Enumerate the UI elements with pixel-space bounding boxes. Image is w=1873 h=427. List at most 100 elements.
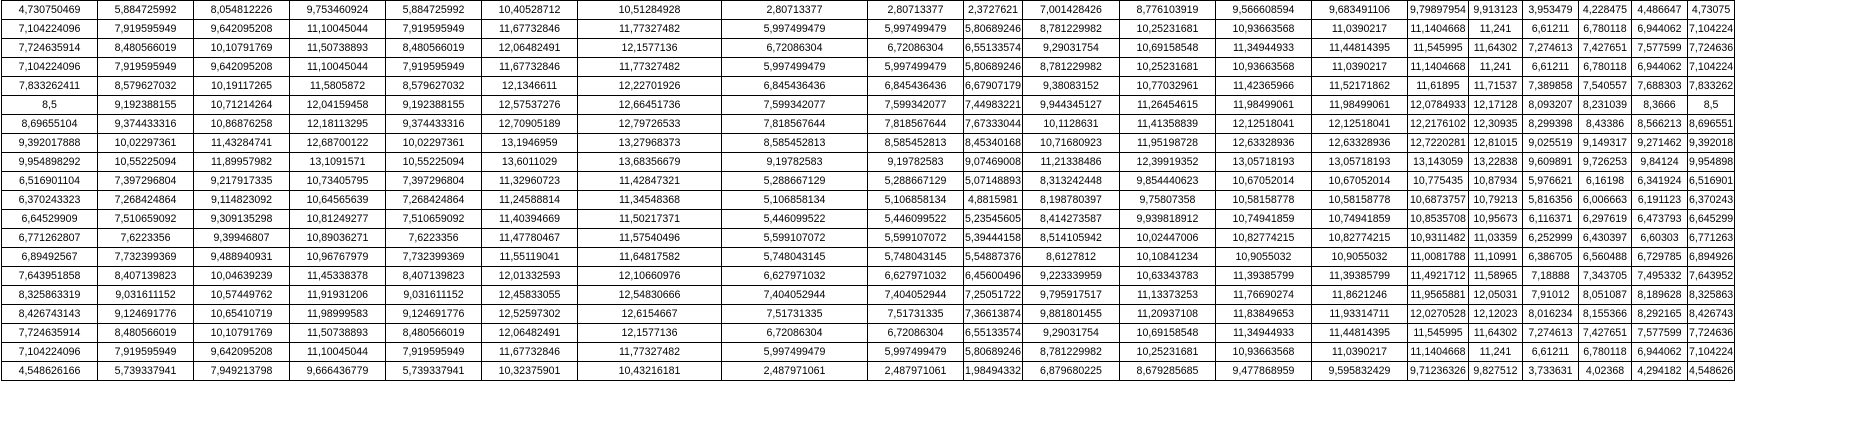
table-cell[interactable]: 11,67732846 <box>481 57 578 77</box>
table-cell[interactable]: 10,87934 <box>1467 171 1523 191</box>
table-cell[interactable]: 11,44814395 <box>1310 38 1408 58</box>
table-cell[interactable]: 11,545995 <box>1406 323 1469 343</box>
table-cell[interactable]: 11,64302 <box>1467 38 1523 58</box>
table-cell[interactable]: 5,54887376 <box>963 247 1023 267</box>
table-cell[interactable]: 6,560488 <box>1577 247 1632 267</box>
table-cell[interactable]: 9,881801455 <box>1021 304 1120 324</box>
table-cell[interactable]: 6,61211 <box>1521 19 1579 39</box>
table-cell[interactable]: 5,997499479 <box>867 57 964 77</box>
table-cell[interactable]: 12,12023 <box>1467 304 1523 324</box>
table-cell[interactable]: 8,585452813 <box>867 133 964 153</box>
table-cell[interactable]: 11,241 <box>1467 19 1523 39</box>
table-cell[interactable]: 6,845436436 <box>721 76 868 96</box>
table-cell[interactable]: 9,939818912 <box>1118 209 1216 229</box>
table-cell[interactable]: 12,1577136 <box>577 38 722 58</box>
table-cell[interactable]: 6,64529909 <box>1 209 98 229</box>
table-cell[interactable]: 9,192388155 <box>97 95 194 115</box>
table-cell[interactable]: 12,63328936 <box>1310 133 1408 153</box>
table-cell[interactable]: 10,43216181 <box>577 361 722 381</box>
table-cell[interactable]: 6,55133574 <box>963 38 1023 58</box>
table-cell[interactable]: 8,313242448 <box>1021 171 1120 191</box>
table-cell[interactable]: 8,69655104 <box>1 114 98 134</box>
table-cell[interactable]: 13,143059 <box>1406 152 1469 172</box>
table-cell[interactable]: 5,997499479 <box>721 342 868 362</box>
table-cell[interactable]: 5,288667129 <box>721 171 868 191</box>
table-cell[interactable]: 11,34944933 <box>1214 323 1312 343</box>
table-cell[interactable]: 10,02297361 <box>385 133 482 153</box>
table-cell[interactable]: 8,781229982 <box>1021 57 1120 77</box>
table-cell[interactable]: 4,486647 <box>1630 0 1688 20</box>
table-cell[interactable]: 9,309135298 <box>193 209 290 229</box>
table-cell[interactable]: 5,07148893 <box>963 171 1023 191</box>
table-cell[interactable]: 11,0390217 <box>1310 342 1408 362</box>
table-cell[interactable]: 5,80689246 <box>963 19 1023 39</box>
table-cell[interactable]: 7,818567644 <box>721 114 868 134</box>
table-cell[interactable]: 2,80713377 <box>721 0 868 20</box>
table-cell[interactable]: 12,12518041 <box>1214 114 1312 134</box>
table-cell[interactable]: 7,44983221 <box>963 95 1023 115</box>
table-cell[interactable]: 7,540557 <box>1577 76 1632 96</box>
table-cell[interactable]: 7,919595949 <box>97 342 194 362</box>
table-cell[interactable]: 11,91931206 <box>289 285 386 305</box>
table-cell[interactable]: 11,10991 <box>1467 247 1523 267</box>
table-cell[interactable]: 12,66451736 <box>577 95 722 115</box>
table-cell[interactable]: 6,341924 <box>1630 171 1688 191</box>
table-cell[interactable]: 10,58158778 <box>1310 190 1408 210</box>
table-cell[interactable]: 5,80689246 <box>963 342 1023 362</box>
table-cell[interactable]: 7,599342077 <box>721 95 868 115</box>
table-cell[interactable]: 11,67732846 <box>481 342 578 362</box>
table-cell[interactable]: 5,748043145 <box>867 247 964 267</box>
table-cell[interactable]: 11,03359 <box>1467 228 1523 248</box>
table-cell[interactable]: 4,73075 <box>1686 0 1736 20</box>
table-cell[interactable]: 9,566608594 <box>1214 0 1312 20</box>
table-cell[interactable]: 9,392018 <box>1686 133 1736 153</box>
table-cell[interactable]: 9,913123 <box>1467 0 1523 20</box>
table-cell[interactable]: 6,944062 <box>1630 19 1688 39</box>
table-cell[interactable]: 2,487971061 <box>721 361 868 381</box>
table-cell[interactable]: 11,241 <box>1467 342 1523 362</box>
table-cell[interactable]: 7,949213798 <box>193 361 290 381</box>
table-cell[interactable]: 10,69158548 <box>1118 323 1216 343</box>
table-cell[interactable]: 8,3666 <box>1630 95 1688 115</box>
table-cell[interactable]: 6,780118 <box>1577 57 1632 77</box>
table-cell[interactable]: 10,74941859 <box>1310 209 1408 229</box>
table-cell[interactable]: 10,25231681 <box>1118 342 1216 362</box>
table-cell[interactable]: 3,733631 <box>1521 361 1579 381</box>
table-cell[interactable]: 7,643951858 <box>1 266 98 286</box>
table-cell[interactable]: 7,510659092 <box>97 209 194 229</box>
table-cell[interactable]: 8,579627032 <box>385 76 482 96</box>
table-cell[interactable]: 7,104224096 <box>1 19 98 39</box>
table-cell[interactable]: 9,392017888 <box>1 133 98 153</box>
table-cell[interactable]: 7,91012 <box>1521 285 1579 305</box>
table-cell[interactable]: 6,627971032 <box>867 266 964 286</box>
table-cell[interactable]: 5,23545605 <box>963 209 1023 229</box>
table-cell[interactable]: 9,19782583 <box>867 152 964 172</box>
table-cell[interactable]: 11,93314711 <box>1310 304 1408 324</box>
table-cell[interactable]: 7,274613 <box>1521 38 1579 58</box>
table-cell[interactable]: 8,054812226 <box>193 0 290 20</box>
table-cell[interactable]: 11,95198728 <box>1118 133 1216 153</box>
table-cell[interactable]: 10,6873757 <box>1406 190 1469 210</box>
table-cell[interactable]: 11,40394669 <box>481 209 578 229</box>
table-cell[interactable]: 10,63343783 <box>1118 266 1216 286</box>
table-cell[interactable]: 10,81249277 <box>289 209 386 229</box>
table-cell[interactable]: 8,585452813 <box>721 133 868 153</box>
table-cell[interactable]: 11,77327482 <box>577 57 722 77</box>
table-cell[interactable]: 8,579627032 <box>97 76 194 96</box>
table-cell[interactable]: 7,25051722 <box>963 285 1023 305</box>
table-cell[interactable]: 6,55133574 <box>963 323 1023 343</box>
table-cell[interactable]: 11,50738893 <box>289 38 386 58</box>
table-cell[interactable]: 9,025519 <box>1521 133 1579 153</box>
table-cell[interactable]: 6,191123 <box>1630 190 1688 210</box>
table-cell[interactable]: 11,5805872 <box>289 76 386 96</box>
table-cell[interactable]: 11,57540496 <box>577 228 722 248</box>
table-cell[interactable]: 8,426743 <box>1686 304 1736 324</box>
table-cell[interactable]: 6,72086304 <box>867 38 964 58</box>
table-cell[interactable]: 7,343705 <box>1577 266 1632 286</box>
table-cell[interactable]: 6,473793 <box>1630 209 1688 229</box>
table-cell[interactable]: 5,599107072 <box>721 228 868 248</box>
table-cell[interactable]: 11,61895 <box>1406 76 1469 96</box>
table-cell[interactable]: 11,41358839 <box>1118 114 1216 134</box>
table-cell[interactable]: 11,50738893 <box>289 323 386 343</box>
table-cell[interactable]: 6,252999 <box>1521 228 1579 248</box>
